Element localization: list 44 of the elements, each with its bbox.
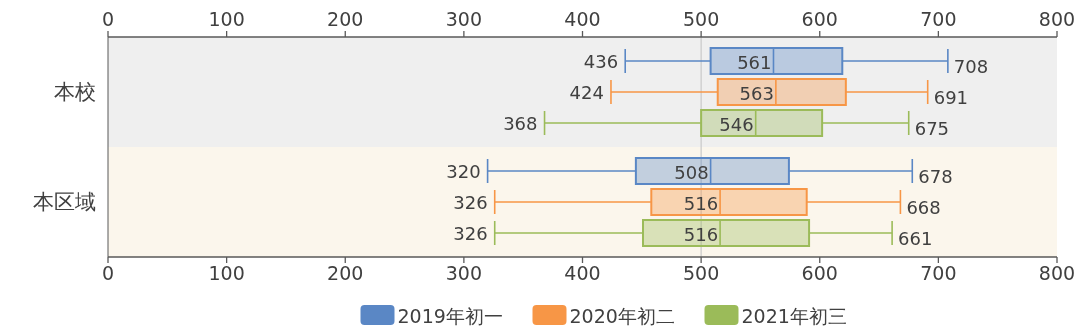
x-tick-label: 500 xyxy=(682,262,720,284)
legend-label: 2020年初二 xyxy=(569,305,675,327)
x2-tick-label: 600 xyxy=(801,8,838,30)
x2-tick-label: 200 xyxy=(327,8,364,30)
x2-tick-label: 500 xyxy=(682,8,720,30)
x2-tick-label: 0 xyxy=(101,8,115,30)
data-label: 508 xyxy=(674,162,709,183)
legend-label: 2019年初一 xyxy=(397,305,503,327)
data-label: 516 xyxy=(683,224,719,245)
legend-item: 2020年初二 xyxy=(532,305,675,327)
x-tick-label: 300 xyxy=(445,262,483,284)
legend-item: 2019年初一 xyxy=(360,305,503,327)
data-label: 546 xyxy=(719,114,754,135)
data-label: 436 xyxy=(583,51,619,72)
data-label: 326 xyxy=(453,192,488,213)
x2-tick-label: 300 xyxy=(445,8,483,30)
x2-tick-label: 100 xyxy=(208,8,245,30)
data-label: 678 xyxy=(918,166,953,187)
x-tick-label: 600 xyxy=(801,262,838,284)
x-tick-label: 800 xyxy=(1038,262,1076,284)
x-tick-label: 200 xyxy=(327,262,364,284)
data-label: 424 xyxy=(569,82,604,103)
x-tick-label: 0 xyxy=(101,262,115,284)
x-tick-label: 100 xyxy=(208,262,245,284)
x-tick-label: 700 xyxy=(920,262,957,284)
y-tick-label: 本区域 xyxy=(33,190,96,214)
data-label: 661 xyxy=(898,228,933,249)
y-tick-label: 本校 xyxy=(54,80,96,104)
data-label: 516 xyxy=(683,193,719,214)
data-label: 691 xyxy=(933,87,969,108)
data-label: 675 xyxy=(914,118,950,139)
data-label: 561 xyxy=(737,52,772,73)
legend-label: 2021年初三 xyxy=(741,305,847,327)
x2-tick-label: 400 xyxy=(564,8,601,30)
data-label: 563 xyxy=(739,83,774,104)
x2-tick-label: 800 xyxy=(1038,8,1076,30)
data-label: 368 xyxy=(503,113,538,134)
data-label: 708 xyxy=(953,56,989,77)
legend-item: 2021年初三 xyxy=(704,305,847,327)
data-label: 668 xyxy=(906,197,941,218)
data-label: 326 xyxy=(453,223,488,244)
data-label: 320 xyxy=(446,161,481,182)
x2-tick-label: 700 xyxy=(920,8,957,30)
x-tick-label: 400 xyxy=(564,262,601,284)
